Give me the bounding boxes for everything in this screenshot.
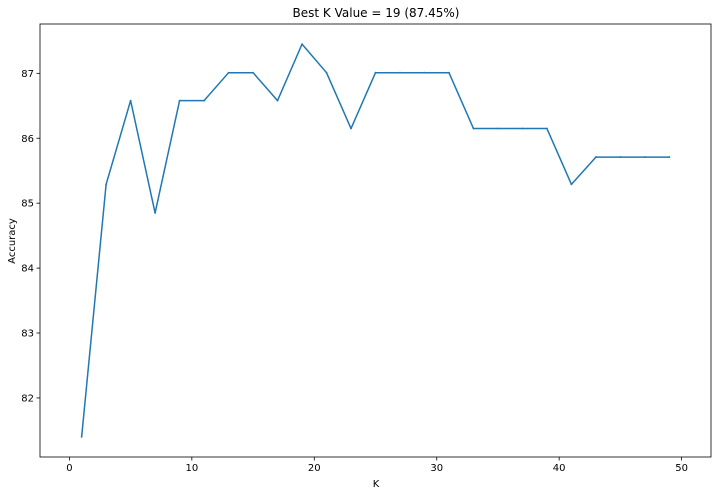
- data-point: [105, 183, 108, 186]
- data-point: [643, 156, 646, 158]
- data-point: [350, 127, 352, 130]
- y-tick-label: 85: [21, 199, 34, 210]
- data-point: [80, 435, 83, 438]
- plot-area: 0 10 20 30 40 50 82 83 84 85 86 87: [21, 23, 712, 474]
- data-point: [619, 156, 622, 158]
- data-point: [472, 127, 475, 130]
- data-point: [227, 71, 230, 74]
- data-point: [595, 156, 597, 158]
- y-tick-label: 82: [21, 393, 34, 404]
- x-tick-label: 10: [185, 463, 198, 474]
- data-point: [497, 127, 499, 130]
- data-point: [276, 99, 279, 102]
- y-tick-label: 87: [21, 69, 34, 80]
- x-axis: 0 10 20 30 40 50: [66, 457, 688, 474]
- chart-title: Best K Value = 19 (87.45%): [293, 6, 460, 20]
- y-axis-label: Accuracy: [7, 218, 18, 264]
- data-point: [399, 71, 401, 74]
- y-tick-label: 83: [21, 329, 34, 340]
- data-point: [129, 99, 132, 102]
- data-point: [546, 127, 548, 130]
- data-point: [178, 99, 181, 102]
- data-point: [423, 71, 426, 74]
- data-point: [325, 71, 328, 74]
- x-tick-label: 20: [308, 463, 321, 474]
- series-group: [80, 43, 671, 438]
- data-point: [154, 212, 156, 214]
- x-tick-label: 0: [66, 463, 72, 474]
- data-point: [301, 43, 303, 46]
- data-point: [668, 156, 671, 158]
- y-tick-label: 86: [21, 134, 34, 145]
- x-tick-label: 30: [430, 463, 443, 474]
- data-point: [521, 127, 524, 130]
- x-tick-label: 50: [675, 463, 688, 474]
- plot-frame: [39, 23, 712, 458]
- data-point: [448, 71, 450, 74]
- data-point: [570, 183, 573, 186]
- x-tick-label: 40: [553, 463, 566, 474]
- y-tick-label: 84: [21, 264, 34, 275]
- x-axis-label: K: [373, 479, 380, 490]
- data-point: [374, 71, 377, 74]
- y-axis: 82 83 84 85 86 87: [21, 69, 40, 404]
- data-point: [252, 71, 254, 74]
- data-point: [203, 99, 205, 102]
